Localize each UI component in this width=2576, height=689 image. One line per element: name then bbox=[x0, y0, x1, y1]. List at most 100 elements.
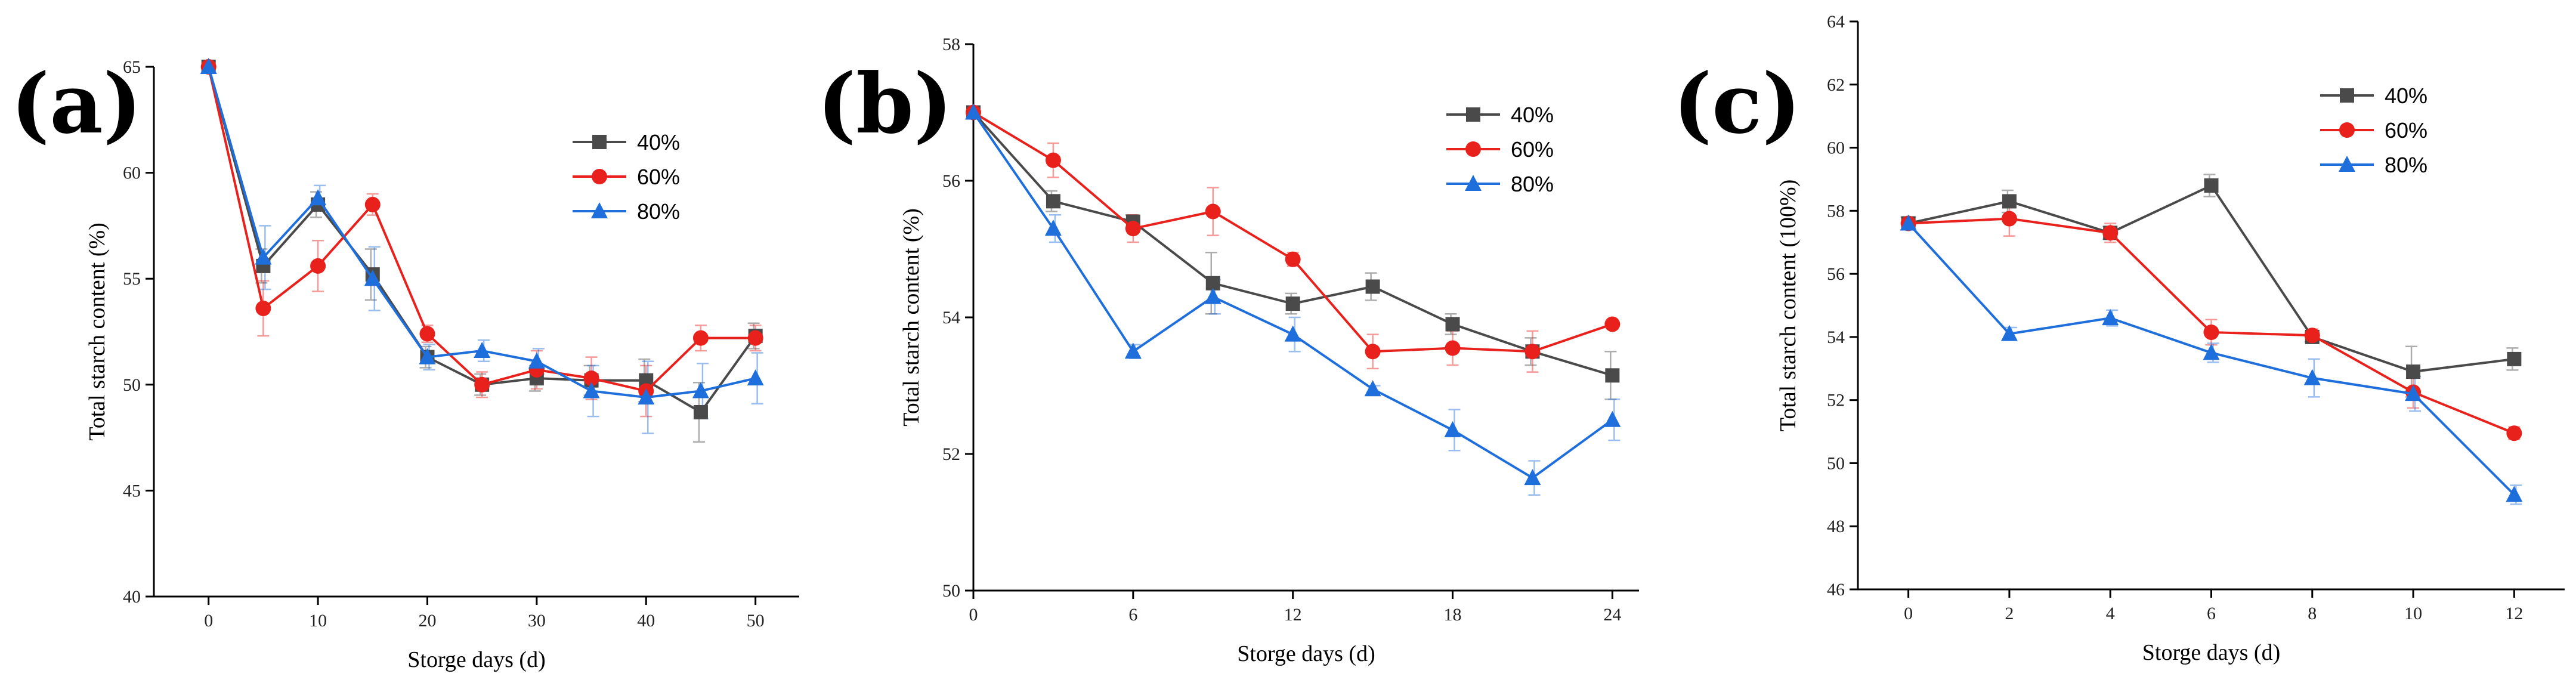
y-tick-label: 58 bbox=[942, 35, 960, 54]
y-tick-label: 50 bbox=[1827, 453, 1845, 473]
x-tick-label: 2 bbox=[2005, 604, 2014, 623]
data-point bbox=[2506, 486, 2523, 502]
x-tick-label: 8 bbox=[2308, 604, 2317, 623]
legend-marker bbox=[2339, 122, 2355, 138]
x-axis-title: Storge days (d) bbox=[407, 647, 546, 672]
data-point bbox=[1205, 203, 1221, 220]
y-axis-title: Total starch content (%) bbox=[85, 223, 110, 441]
y-tick-label: 55 bbox=[123, 269, 141, 289]
panel-label: (b) bbox=[817, 55, 953, 152]
x-tick-label: 0 bbox=[969, 605, 978, 625]
data-point bbox=[364, 196, 381, 212]
data-point bbox=[638, 388, 655, 405]
x-tick-label: 30 bbox=[528, 611, 546, 631]
data-point bbox=[2303, 369, 2321, 385]
legend-marker bbox=[591, 202, 608, 218]
data-point bbox=[1045, 152, 1061, 168]
data-point bbox=[583, 370, 599, 387]
x-tick-label: 24 bbox=[1603, 605, 1621, 625]
legend-marker bbox=[592, 169, 607, 184]
data-point bbox=[1284, 325, 1301, 342]
legend-marker bbox=[1465, 141, 1481, 157]
chart-panel-2: (b) 50 52 54 56 58 0 6 12 18 24 Storge days (d) Tota… bbox=[817, 35, 1639, 666]
data-point bbox=[474, 341, 491, 358]
legend-label: 60% bbox=[2385, 118, 2427, 143]
data-point bbox=[528, 352, 545, 369]
x-tick-label: 20 bbox=[418, 611, 436, 631]
data-point bbox=[2002, 194, 2017, 209]
data-point bbox=[1125, 221, 1141, 237]
data-point bbox=[2000, 325, 2018, 341]
data-point bbox=[1444, 421, 1461, 437]
y-axis-title: Total starch content (100%) bbox=[1776, 180, 1801, 432]
data-point bbox=[200, 58, 217, 74]
data-point bbox=[1046, 194, 1060, 209]
y-tick-label: 46 bbox=[1827, 580, 1845, 600]
x-tick-label: 10 bbox=[2404, 604, 2422, 623]
panel-label: (c) bbox=[1673, 55, 1801, 152]
legend-marker bbox=[592, 135, 607, 149]
y-tick-label: 56 bbox=[942, 171, 960, 191]
y-tick-label: 56 bbox=[1827, 264, 1845, 284]
data-point bbox=[2203, 344, 2220, 360]
data-point bbox=[419, 348, 436, 364]
data-point bbox=[965, 103, 982, 120]
legend-marker bbox=[1466, 107, 1480, 122]
data-point bbox=[2102, 225, 2119, 241]
legend-label: 80% bbox=[2385, 153, 2427, 177]
data-point bbox=[1605, 368, 1620, 383]
data-point bbox=[2102, 309, 2119, 326]
y-tick-label: 50 bbox=[942, 581, 960, 601]
y-tick-label: 64 bbox=[1827, 12, 1845, 32]
data-point bbox=[692, 382, 709, 398]
y-tick-label: 52 bbox=[1827, 391, 1845, 410]
x-tick-label: 40 bbox=[637, 611, 655, 631]
data-point bbox=[1044, 220, 1062, 236]
data-point bbox=[1204, 288, 1221, 304]
data-point bbox=[1445, 340, 1461, 356]
chart-panel-1: (a) 40 45 50 55 60 65 0 10 20 30 40 50 Storge days (d… bbox=[11, 55, 799, 672]
y-axis-title: Total starch content (%) bbox=[899, 208, 924, 427]
data-point bbox=[1604, 316, 1621, 332]
y-tick-label: 45 bbox=[123, 481, 141, 500]
x-tick-label: 0 bbox=[204, 611, 213, 631]
data-point bbox=[2204, 178, 2219, 193]
data-point bbox=[474, 376, 490, 393]
series-line-80pct bbox=[972, 112, 1613, 480]
y-tick-label: 54 bbox=[942, 308, 960, 327]
x-tick-label: 0 bbox=[1904, 604, 1913, 623]
data-point bbox=[2304, 327, 2320, 344]
y-tick-label: 54 bbox=[1827, 327, 1845, 347]
data-point bbox=[255, 300, 271, 316]
x-tick-label: 6 bbox=[2207, 604, 2216, 623]
data-point bbox=[255, 248, 272, 265]
data-point bbox=[1524, 469, 1541, 486]
panel-label: (a) bbox=[11, 55, 142, 152]
x-tick-label: 50 bbox=[747, 611, 765, 631]
legend-label: 40% bbox=[1511, 103, 1554, 127]
data-point bbox=[1365, 279, 1380, 294]
data-point bbox=[364, 270, 381, 286]
legend-marker bbox=[2340, 88, 2354, 103]
data-point bbox=[310, 189, 327, 206]
legend-label: 60% bbox=[637, 165, 680, 189]
legend-label: 40% bbox=[637, 130, 680, 155]
data-point bbox=[310, 258, 326, 274]
x-tick-label: 10 bbox=[309, 611, 327, 631]
y-tick-label: 52 bbox=[942, 444, 960, 464]
legend-marker bbox=[2339, 156, 2355, 172]
legend-label: 40% bbox=[2385, 84, 2427, 108]
series-line-40pct bbox=[207, 66, 757, 414]
data-point bbox=[747, 330, 763, 346]
data-point bbox=[1524, 344, 1541, 360]
data-point bbox=[1285, 296, 1300, 311]
y-tick-label: 50 bbox=[123, 375, 141, 395]
legend-label: 60% bbox=[1511, 137, 1554, 162]
data-point bbox=[583, 382, 600, 398]
data-point bbox=[1364, 380, 1381, 397]
data-point bbox=[1900, 214, 1917, 231]
data-point bbox=[2406, 364, 2421, 379]
data-point bbox=[2506, 425, 2522, 441]
